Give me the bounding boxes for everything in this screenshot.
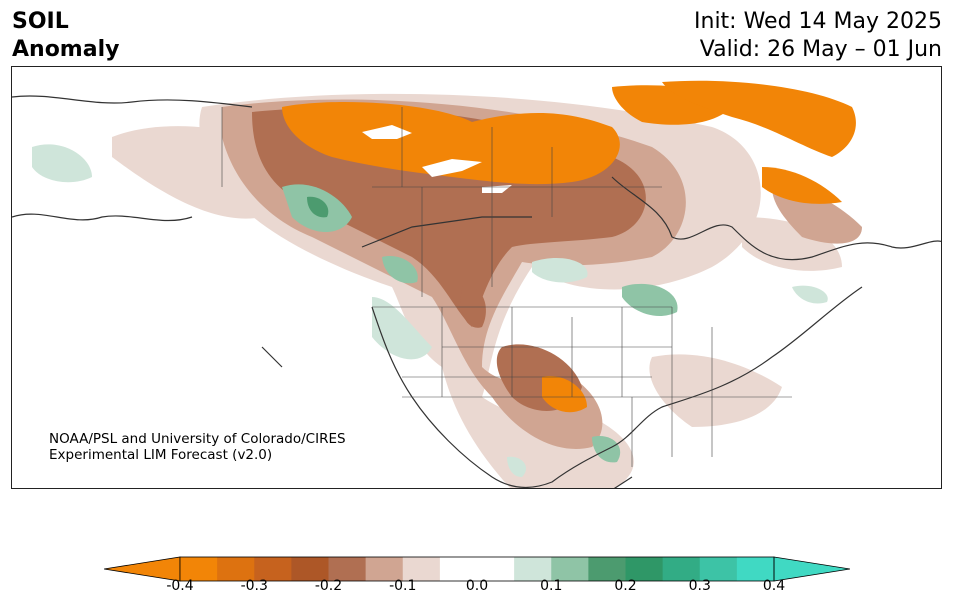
colorbar-tick-label: 0.3 — [688, 578, 711, 594]
anomaly-patch — [282, 102, 620, 185]
colorbar-segment — [439, 557, 478, 581]
valid-date-range: Valid: 26 May – 01 Jun — [699, 37, 942, 62]
colorbar — [104, 556, 850, 582]
anomaly-patch — [507, 456, 527, 477]
colorbar-outline — [179, 556, 775, 582]
anomaly-patch — [592, 436, 621, 463]
colorbar-segment — [217, 557, 255, 581]
anomaly-patch — [532, 257, 588, 283]
colorbar-segment — [551, 557, 589, 581]
colorbar-segment — [514, 557, 552, 581]
anomaly-patch — [32, 144, 92, 183]
variable-title-line2: Anomaly — [12, 37, 120, 62]
anomaly-patch — [372, 297, 432, 360]
colorbar-segment — [662, 557, 701, 581]
anomaly-patch — [649, 354, 782, 427]
colorbar-segment — [588, 557, 626, 581]
colorbar-tick-label: -0.4 — [166, 578, 194, 594]
colorbar-tick-label: 0.4 — [762, 578, 786, 594]
anomaly-patch — [622, 283, 678, 317]
anomaly-patch — [307, 196, 329, 218]
credit-line1: NOAA/PSL and University of Colorado/CIRE… — [49, 431, 346, 447]
coastline — [12, 95, 941, 488]
lake-shape — [362, 125, 412, 139]
variable-title: SOIL Anomaly — [12, 8, 119, 64]
colorbar-tick-label: -0.1 — [389, 578, 417, 594]
colorbar-tick-label: 0.1 — [540, 578, 563, 594]
colorbar-segment — [328, 557, 367, 581]
map-canvas — [12, 80, 941, 488]
colorbar-tick-label: 0.2 — [614, 578, 637, 594]
anomaly-patch — [762, 167, 842, 204]
colorbar-segment — [365, 557, 404, 581]
colorbar-segment — [402, 557, 441, 581]
colorbar-segment — [180, 557, 218, 581]
colorbar-segment — [736, 557, 775, 581]
init-date: Init: Wed 14 May 2025 — [694, 9, 942, 34]
colorbar-segment — [699, 557, 738, 581]
date-info: Init: Wed 14 May 2025 Valid: 26 May – 01… — [694, 8, 942, 64]
border-lines — [221, 107, 792, 467]
lake-shape — [422, 159, 482, 177]
colorbar-segment — [625, 557, 664, 581]
anomaly-patch — [792, 285, 828, 304]
variable-title-line1: SOIL — [12, 9, 69, 34]
forecast-credit: NOAA/PSL and University of Colorado/CIRE… — [49, 431, 346, 463]
anomaly-patch — [662, 80, 856, 157]
colorbar-segment — [477, 557, 515, 581]
credit-line2: Experimental LIM Forecast (v2.0) — [49, 447, 273, 463]
colorbar-tick-label: -0.2 — [314, 578, 343, 594]
anomaly-patch — [382, 256, 418, 284]
anomaly-patch — [742, 217, 842, 271]
colorbar-segment — [254, 557, 292, 581]
colorbar-segment — [291, 557, 329, 581]
anomaly-patch — [542, 376, 587, 413]
colorbar-tick-label: 0.0 — [465, 578, 489, 594]
colorbar-tick-label: -0.3 — [240, 578, 268, 594]
anomaly-map — [11, 66, 942, 489]
